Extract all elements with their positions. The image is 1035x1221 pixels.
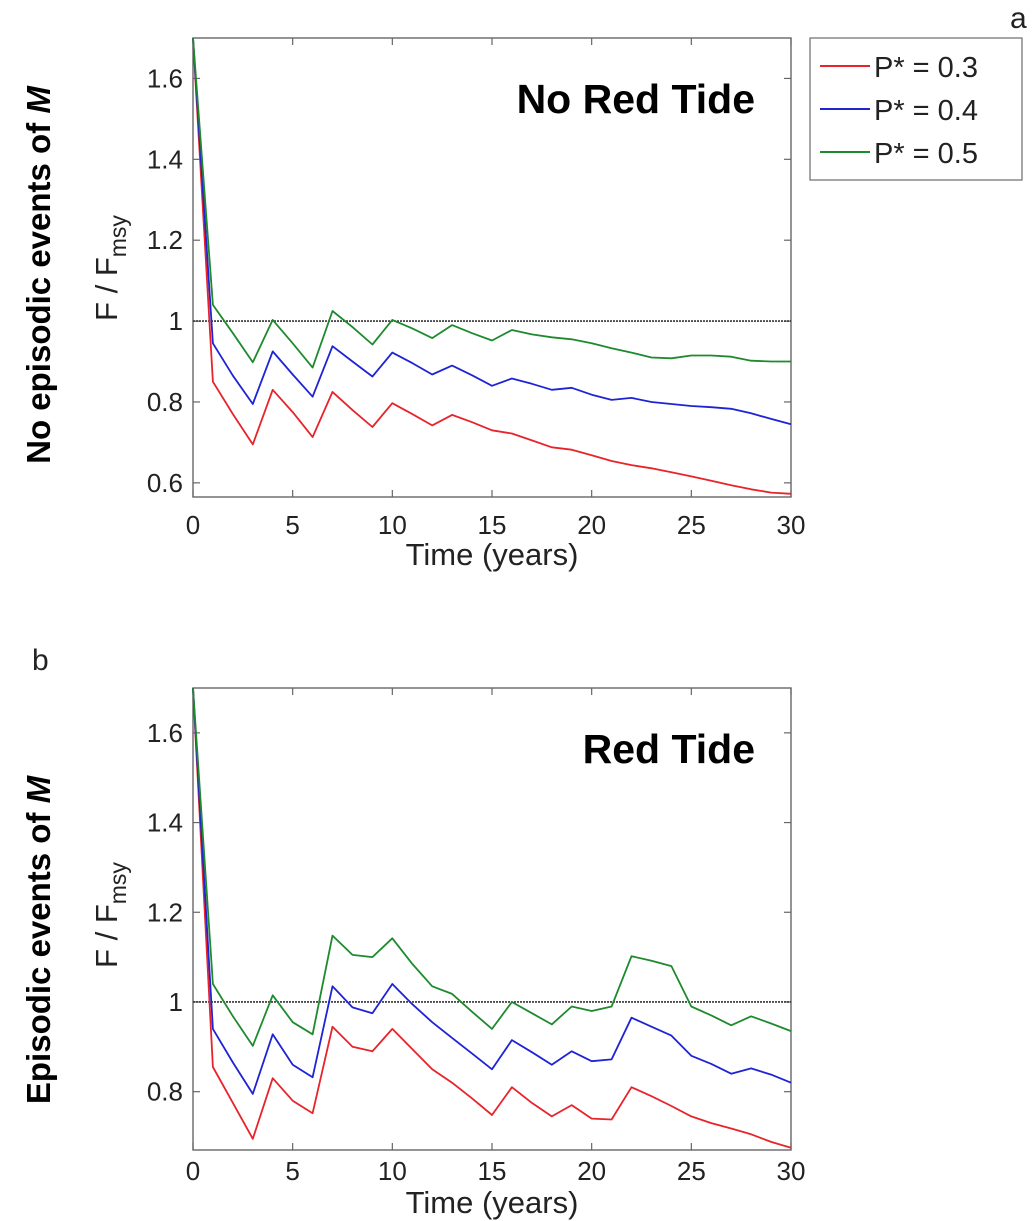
x-tick-label: 5	[285, 510, 299, 540]
y-axis-label: F / Fmsy	[89, 862, 131, 968]
panel-letter: b	[32, 644, 49, 677]
x-tick-label: 0	[186, 510, 200, 540]
y-axis-label-sub: msy	[105, 215, 131, 258]
x-tick-label: 30	[777, 510, 806, 540]
panel-a: 0 5 10 15 20 25 30 0.6 0.8 1 1.2 1.4 1.6 No Red Tide T…	[20, 2, 1027, 572]
x-tick-label: 15	[478, 1156, 507, 1186]
row-label: Episodic events of M	[20, 774, 57, 1104]
panel-letter: a	[1010, 2, 1027, 35]
y-tick-label: 1.2	[147, 897, 183, 927]
x-tick-label: 10	[378, 1156, 407, 1186]
x-axis-label: Time (years)	[406, 1185, 579, 1220]
series-line-2	[192, 687, 792, 1095]
x-tick-label: 25	[677, 510, 706, 540]
x-tick-label: 0	[186, 1156, 200, 1186]
series-line-1	[192, 687, 792, 1149]
series-line-1	[192, 37, 792, 495]
x-tick-label: 15	[478, 510, 507, 540]
legend-label-2: P* = 0.4	[874, 95, 978, 127]
y-tick-label: 1.6	[147, 63, 183, 93]
x-tick-label: 10	[378, 510, 407, 540]
y-axis-label-main: F / F	[89, 257, 124, 321]
y-axis-label-sub: msy	[105, 862, 131, 905]
series-line-3	[192, 687, 792, 1047]
y-tick-label: 0.6	[147, 468, 183, 498]
y-tick-label: 0.8	[147, 387, 183, 417]
y-axis-label: F / Fmsy	[89, 215, 131, 321]
panel-annotation: Red Tide	[583, 726, 755, 772]
y-tick-label: 1.4	[147, 808, 183, 838]
x-axis-label: Time (years)	[406, 537, 579, 572]
y-axis-label-main: F / F	[89, 904, 124, 968]
row-label-italic: M	[20, 774, 57, 803]
row-label-text: No episodic events of	[20, 114, 57, 464]
panel-b: 0 5 10 15 20 25 30 0.8 1 1.2 1.4 1.6 Red Tide Time (y…	[20, 644, 805, 1220]
y-tick-label: 1.2	[147, 225, 183, 255]
row-label-italic: M	[20, 85, 57, 114]
x-tick-label: 30	[777, 1156, 806, 1186]
x-tick-label: 5	[285, 1156, 299, 1186]
x-tick-label: 20	[577, 1156, 606, 1186]
x-tick-label: 20	[577, 510, 606, 540]
x-tick-label: 25	[677, 1156, 706, 1186]
row-label: No episodic events of M	[20, 85, 57, 464]
legend-label-3: P* = 0.5	[874, 138, 978, 170]
legend-label-1: P* = 0.3	[874, 52, 978, 84]
y-tick-label: 1.4	[147, 144, 183, 174]
legend: P* = 0.3 P* = 0.4 P* = 0.5	[809, 37, 1023, 181]
row-label-text: Episodic events of	[20, 803, 57, 1104]
y-tick-label: 0.8	[147, 1077, 183, 1107]
panel-annotation: No Red Tide	[517, 76, 755, 122]
series-line-3	[192, 37, 791, 369]
series-line-2	[192, 37, 792, 426]
y-tick-label: 1	[169, 306, 183, 336]
y-tick-label: 1	[169, 987, 183, 1017]
y-tick-label: 1.6	[147, 718, 183, 748]
